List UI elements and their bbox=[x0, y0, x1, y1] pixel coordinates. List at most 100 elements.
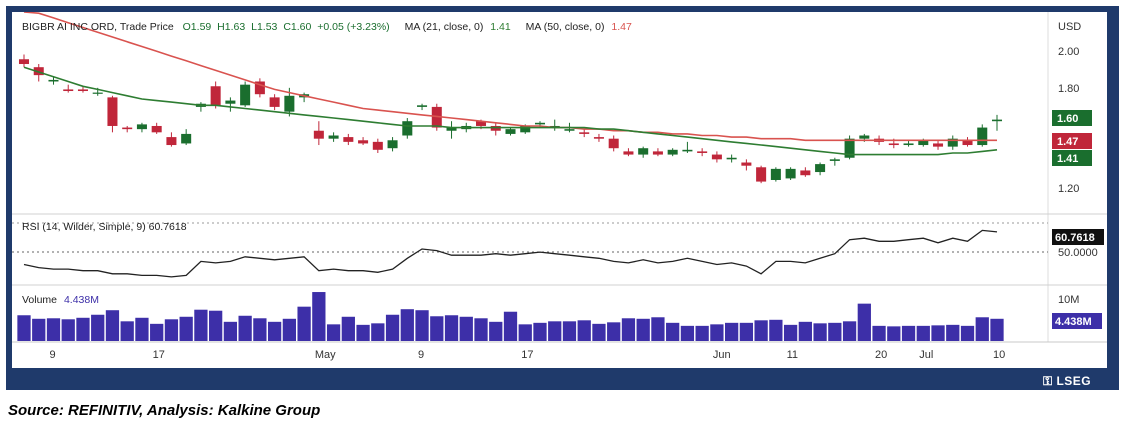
price-tag: 1.60 bbox=[1052, 110, 1092, 126]
volume-bar bbox=[636, 318, 650, 341]
candle-body bbox=[564, 129, 575, 131]
candle-body bbox=[136, 124, 147, 130]
candle-body bbox=[254, 81, 265, 95]
volume-tag: 4.438M bbox=[1052, 313, 1102, 329]
candle-body bbox=[240, 84, 251, 106]
candle-body bbox=[785, 168, 796, 179]
candle-body bbox=[63, 89, 74, 92]
candle-body bbox=[756, 167, 767, 182]
candle-body bbox=[534, 122, 545, 125]
candle-body bbox=[505, 129, 516, 134]
volume-bar bbox=[503, 311, 518, 341]
volume-bar bbox=[562, 321, 577, 341]
volume-bar bbox=[194, 309, 208, 341]
candle-body bbox=[726, 157, 737, 160]
price-tag-bg bbox=[1052, 110, 1092, 126]
volume-bar bbox=[61, 319, 75, 341]
x-tick-label: 11 bbox=[787, 349, 798, 361]
x-tick-label: 20 bbox=[875, 349, 887, 361]
candle-body bbox=[844, 138, 855, 158]
candle-body bbox=[697, 151, 708, 153]
candle-body bbox=[328, 135, 339, 139]
candle-body bbox=[166, 137, 177, 146]
volume-bar bbox=[887, 326, 901, 341]
x-tick-label: 17 bbox=[153, 349, 165, 361]
x-tick-label: 17 bbox=[521, 349, 533, 361]
x-tick-label: 9 bbox=[418, 349, 424, 361]
candle-body bbox=[181, 133, 192, 144]
legend-ma50-value: 1.47 bbox=[611, 21, 632, 33]
volume-bar bbox=[533, 322, 547, 341]
volume-bar bbox=[798, 321, 812, 341]
candle-body bbox=[741, 162, 752, 166]
candle-body bbox=[18, 59, 30, 65]
candle-body bbox=[579, 132, 590, 134]
volume-bar bbox=[916, 325, 930, 341]
rsi-line bbox=[23, 229, 998, 278]
candle-body bbox=[372, 141, 383, 150]
volume-bar bbox=[577, 320, 591, 341]
candle-body bbox=[358, 140, 369, 144]
volume-bar bbox=[150, 323, 164, 341]
volume-bar bbox=[990, 318, 1004, 341]
currency-label: USD bbox=[1058, 21, 1081, 33]
candle-body bbox=[520, 125, 531, 133]
volume-bar bbox=[164, 319, 179, 341]
legend-change: +0.05 (+3.23%) bbox=[317, 21, 389, 33]
volume-bar bbox=[607, 322, 621, 341]
candle-body bbox=[991, 119, 1003, 122]
volume-bar bbox=[120, 321, 134, 341]
x-tick-label: 9 bbox=[49, 349, 55, 361]
legend-open: O1.59 bbox=[183, 21, 212, 33]
candle-body bbox=[593, 137, 604, 139]
candle-body bbox=[652, 151, 663, 155]
volume-bar bbox=[489, 321, 503, 341]
volume-bar bbox=[459, 316, 473, 341]
candle-body bbox=[608, 138, 619, 149]
chart-svg: BIGBR AI INC ORD, Trade Price O1.59 H1.6… bbox=[12, 12, 1107, 368]
volume-bar bbox=[474, 318, 488, 341]
candle-body bbox=[417, 105, 428, 107]
candle-body bbox=[623, 151, 634, 155]
x-tick-label: May bbox=[315, 349, 336, 361]
candle-body bbox=[343, 137, 354, 142]
volume-tick-label: 10M bbox=[1058, 294, 1079, 306]
volume-bar bbox=[666, 322, 680, 341]
volume-bar bbox=[946, 324, 960, 341]
ma50-tag-bg bbox=[1052, 133, 1092, 149]
volume-bar bbox=[267, 321, 282, 341]
candle-body bbox=[903, 143, 914, 146]
candle-body bbox=[151, 125, 162, 133]
rsi-tag-bg bbox=[1052, 229, 1104, 245]
ma21-tag-bg bbox=[1052, 150, 1092, 166]
volume-bar bbox=[430, 316, 444, 341]
volume-bar bbox=[872, 325, 886, 341]
volume-bar bbox=[135, 317, 149, 341]
ma50-tag-text: 1.47 bbox=[1057, 136, 1078, 148]
candles-layer bbox=[18, 54, 1003, 184]
volume-bar bbox=[312, 292, 326, 341]
candle-body bbox=[446, 127, 457, 131]
rsi-tag-text: 60.7618 bbox=[1055, 232, 1095, 244]
volume-layer bbox=[17, 292, 1004, 341]
x-tick-label: Jun bbox=[713, 349, 731, 361]
volume-bar bbox=[901, 325, 916, 341]
candle-body bbox=[815, 164, 826, 173]
candle-body bbox=[947, 138, 958, 147]
volume-bar bbox=[91, 314, 105, 341]
x-tick-label: 10 bbox=[993, 349, 1005, 361]
candle-body bbox=[476, 121, 487, 126]
volume-bar bbox=[253, 318, 267, 341]
candle-body bbox=[269, 97, 280, 107]
legend-high: H1.63 bbox=[217, 21, 245, 33]
candle-body bbox=[92, 92, 103, 94]
legend-ma21-label: MA (21, close, 0) bbox=[405, 21, 484, 33]
candle-body bbox=[962, 140, 973, 146]
volume-bar bbox=[813, 323, 827, 341]
chart-panel-bg bbox=[12, 12, 1107, 368]
candle-body bbox=[933, 143, 944, 147]
volume-bar bbox=[621, 318, 636, 341]
volume-bar bbox=[695, 325, 709, 341]
logo-mark-icon: ⚿ bbox=[1043, 374, 1057, 388]
candle-body bbox=[859, 135, 870, 139]
